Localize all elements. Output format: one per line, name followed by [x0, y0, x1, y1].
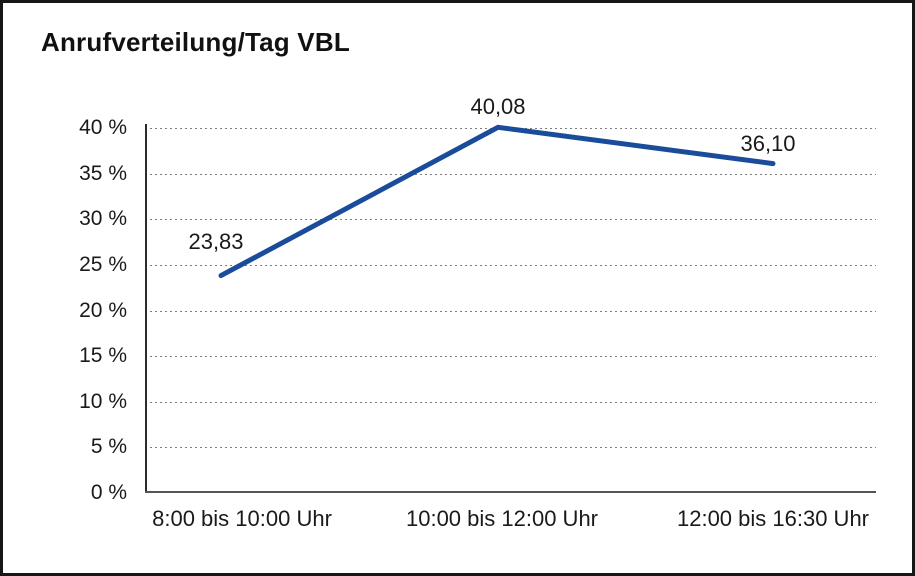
x-tick-label-3: 12:00 bis 16:30 Uhr	[676, 506, 870, 531]
x-tick-label-2: 10:00 bis 12:00 Uhr	[405, 506, 599, 531]
x-tick-label-1: 8:00 bis 10:00 Uhr	[152, 506, 332, 531]
gridline-10	[145, 402, 876, 403]
y-tick-label-30: 30 %	[79, 207, 127, 230]
y-tick-label-40: 40 %	[79, 116, 127, 139]
y-tick-label-20: 20 %	[79, 299, 127, 322]
gridline-25	[145, 265, 876, 266]
gridline-20	[145, 311, 876, 312]
x-axis-line	[145, 491, 876, 493]
y-tick-label-5: 5 %	[90, 435, 127, 458]
gridline-15	[145, 356, 876, 357]
y-tick-label-25: 25 %	[79, 253, 127, 276]
plot-area	[145, 124, 876, 493]
value-label-2: 40,08	[470, 94, 526, 119]
y-tick-label-10: 10 %	[79, 390, 127, 413]
call-distribution-line-chart	[218, 124, 776, 279]
value-label-3: 36,10	[740, 131, 796, 156]
series-line	[218, 124, 776, 279]
chart-title: Anrufverteilung/Tag VBL	[41, 27, 350, 57]
value-label-1: 23,83	[188, 229, 244, 254]
y-tick-label-35: 35 %	[79, 162, 127, 185]
gridline-30	[145, 219, 876, 220]
y-tick-label-15: 15 %	[79, 344, 127, 367]
gridline-5	[145, 447, 876, 448]
y-tick-label-0: 0 %	[90, 481, 127, 504]
gridline-35	[145, 174, 876, 175]
y-axis-line	[145, 124, 147, 493]
